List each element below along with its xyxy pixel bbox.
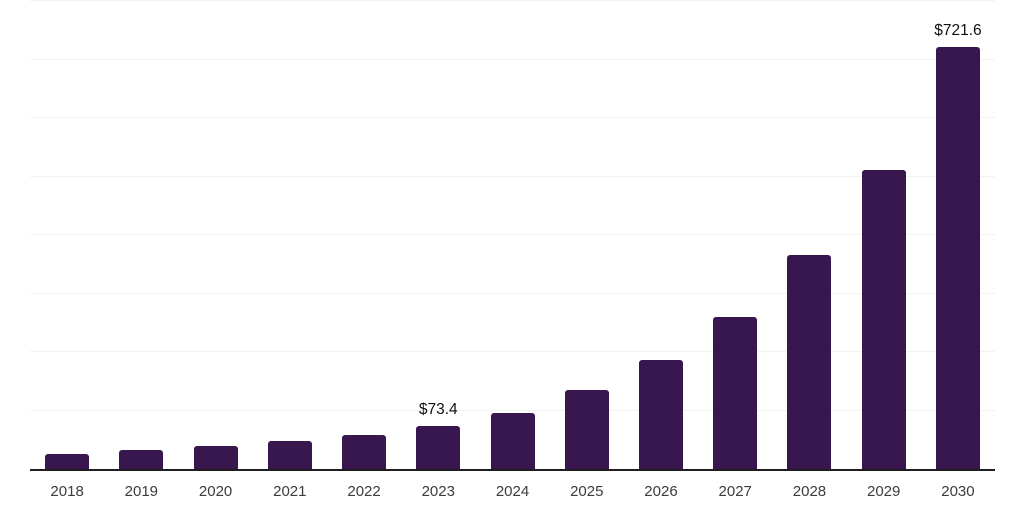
gridline-500: [30, 175, 995, 177]
x-tick-label-2019: 2019: [124, 483, 159, 500]
x-tick-label-2023: 2023: [421, 483, 455, 500]
x-tick-label-2025: 2025: [570, 483, 604, 500]
gridline-100: [30, 409, 995, 411]
bar-slot-2028: [772, 0, 846, 469]
x-axis-line: [30, 469, 995, 471]
bar-2019: [119, 450, 164, 469]
bar-slot-2021: [253, 0, 327, 469]
gridline-200: [30, 351, 995, 352]
x-tick-label-2026: 2026: [644, 483, 678, 500]
plot-area: $73.4 $721.6: [30, 0, 995, 471]
bar-2018: [45, 453, 90, 469]
x-tick-label-2028: 2028: [792, 483, 827, 500]
data-label-2023: $73.4: [418, 401, 458, 419]
bar-slot-2025: [550, 0, 624, 469]
bar-2025: [564, 390, 609, 469]
gridline-400: [30, 234, 995, 235]
x-tick-label-2029: 2029: [867, 483, 901, 500]
bar-2020: [193, 446, 238, 469]
bar-2024: [490, 413, 535, 469]
bar-2027: [713, 317, 758, 469]
x-tick-label-2030: 2030: [941, 483, 975, 500]
bar-2021: [267, 441, 312, 469]
bar-slot-2030: $721.6: [921, 0, 995, 469]
bar-slot-2020: [178, 0, 252, 469]
bars-row: $73.4 $721.6: [30, 0, 995, 469]
x-tick-label-2024: 2024: [495, 483, 530, 500]
bar-slot-2019: [104, 0, 178, 469]
gridline-600: [30, 117, 995, 118]
gridline-700: [30, 58, 995, 60]
bar-slot-2024: [475, 0, 549, 469]
data-label-2030: $721.6: [934, 21, 982, 39]
bar-slot-2027: [698, 0, 772, 469]
x-tick-label-2022: 2022: [347, 483, 381, 500]
bar-slot-2022: [327, 0, 401, 469]
bar-2030: [935, 46, 980, 469]
bar-2026: [638, 360, 683, 469]
bar-slot-2029: [847, 0, 921, 469]
bar-2022: [342, 435, 387, 469]
x-tick-label-2021: 2021: [273, 483, 307, 500]
bar-2023: [416, 426, 461, 469]
bar-slot-2026: [624, 0, 698, 469]
x-tick-label-2018: 2018: [50, 483, 84, 500]
x-tick-label-2020: 2020: [198, 483, 233, 500]
x-axis-labels: 2018 2019 2020 2021 2022 2023 2024 2025 2026 2027…: [30, 483, 995, 500]
bar-2029: [861, 169, 906, 469]
bar-2028: [787, 254, 832, 469]
x-tick-label-2027: 2027: [718, 483, 752, 500]
gridline-300: [30, 292, 995, 294]
bar-slot-2018: [30, 0, 104, 469]
gridline-800: [30, 0, 995, 1]
bar-slot-2023: $73.4: [401, 0, 475, 469]
